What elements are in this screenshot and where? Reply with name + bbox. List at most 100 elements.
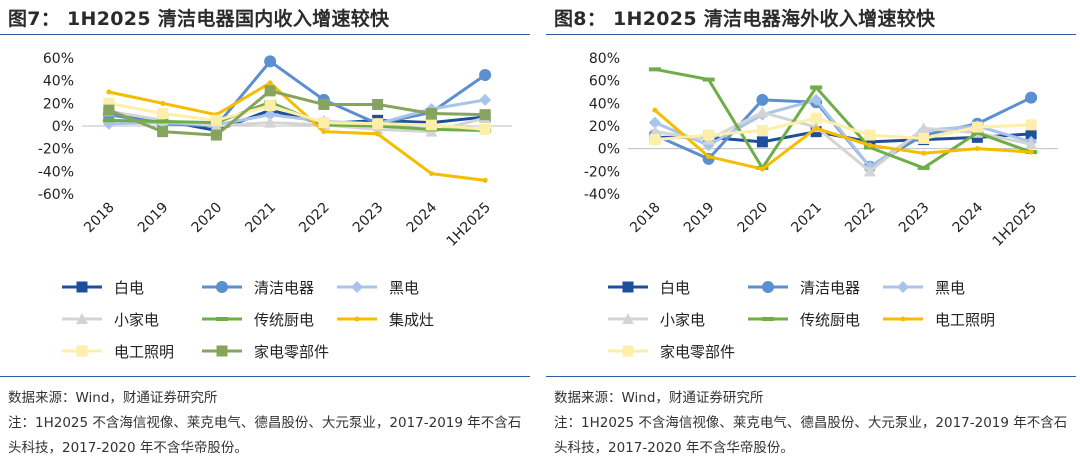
x-tick-label: 2021 xyxy=(788,200,825,237)
series-line xyxy=(654,98,1032,169)
data-point xyxy=(1025,128,1037,140)
data-point xyxy=(648,125,661,137)
data-point xyxy=(1025,91,1038,104)
data-point xyxy=(372,98,384,110)
legend-item: 家电零部件 xyxy=(606,337,735,365)
data-point xyxy=(264,85,276,97)
data-point xyxy=(810,112,822,124)
legend-marker xyxy=(622,313,634,324)
legend-label: 电工照明 xyxy=(114,342,175,361)
data-point xyxy=(863,165,876,177)
y-tick-label: -40% xyxy=(584,187,620,203)
legend-swatch xyxy=(202,317,242,321)
series-line xyxy=(108,101,486,131)
y-tick-label: 40% xyxy=(43,74,74,90)
legend-label: 小家电 xyxy=(660,310,706,329)
y-tick-label: -60% xyxy=(38,187,74,203)
data-point xyxy=(649,134,661,146)
data-point xyxy=(702,77,715,82)
line-chart-overseas: -40% -20% 0% 20% 40% 60% 80% 2018 2019 2020 2021 20… xyxy=(584,51,1058,250)
legend-marker xyxy=(900,316,906,322)
data-point xyxy=(372,118,384,130)
data-point xyxy=(864,129,876,141)
legend-swatch xyxy=(62,281,102,293)
legend-swatch xyxy=(608,345,648,357)
chart-title: 图7： 1H2025 清洁电器国内收入增速较快 xyxy=(8,8,390,30)
legend-marker xyxy=(762,281,774,293)
y-tick-label: 0% xyxy=(52,119,74,135)
data-point xyxy=(813,125,819,131)
legend-item: 黑电 xyxy=(335,273,419,301)
x-tick-label: 2020 xyxy=(189,200,226,237)
data-point xyxy=(810,85,823,90)
y-tick-label: -40% xyxy=(38,164,74,180)
data-point xyxy=(428,171,434,177)
legend-item: 小家电 xyxy=(606,305,705,333)
chart-note: 注：1H2025 不含海信视像、莱克电气、德昌股份、大元泵业，2017-2019… xyxy=(8,415,522,456)
legend-swatch xyxy=(337,316,377,322)
chart-panel-right: 图8： 1H2025 清洁电器海外收入增速较快 -40% -20% 0% 20% 40%… xyxy=(546,0,1080,462)
data-point xyxy=(321,129,327,135)
series-line xyxy=(653,108,1032,171)
data-point xyxy=(264,116,277,128)
x-tick-label: 1H2025 xyxy=(444,200,494,250)
legend-label: 传统厨电 xyxy=(800,310,861,329)
legend-label: 黑电 xyxy=(935,278,966,297)
y-tick-label: -20% xyxy=(584,164,620,180)
legend-label: 清洁电器 xyxy=(254,278,315,297)
data-point xyxy=(864,136,876,148)
data-point xyxy=(103,97,115,109)
data-point xyxy=(156,119,169,124)
legend-item: 传统厨电 xyxy=(200,305,314,333)
legend-marker xyxy=(622,345,634,357)
data-point xyxy=(1025,138,1038,150)
data-point xyxy=(160,100,166,106)
data-point xyxy=(971,121,983,133)
legend-label: 家电零部件 xyxy=(254,342,330,361)
legend-marker xyxy=(622,281,634,293)
x-tick-label: 2021 xyxy=(242,200,279,237)
legend-marker xyxy=(762,317,774,321)
legend-swatch xyxy=(883,281,923,293)
data-source: 数据来源：Wind，财通证券研究所 xyxy=(554,390,764,406)
series-6 xyxy=(649,112,1037,146)
chart-note: 注：1H2025 不含海信视像、莱克电气、德昌股份、大元泵业，2017-2019… xyxy=(554,415,1068,456)
legend-marker xyxy=(351,281,363,293)
legend-item: 电工照明 xyxy=(60,337,174,365)
line-chart-domestic: -60% -40% -20% 0% 20% 40% 60% 2018 2019 2020 2021 2… xyxy=(38,51,512,250)
legend-label: 清洁电器 xyxy=(800,278,861,297)
data-point xyxy=(917,122,930,134)
chart-panel-left: 图7： 1H2025 清洁电器国内收入增速较快 -60% -40% -20% 0% 20… xyxy=(0,0,534,462)
legend-swatch xyxy=(62,345,102,357)
data-point xyxy=(318,117,330,129)
data-point xyxy=(210,129,222,141)
legend-label: 集成灶 xyxy=(389,310,435,329)
legend-label: 白电 xyxy=(660,278,691,297)
data-point xyxy=(971,130,984,135)
legend-label: 白电 xyxy=(114,278,145,297)
data-point xyxy=(479,69,492,81)
data-point xyxy=(479,93,492,106)
legend-item: 电工照明 xyxy=(881,305,995,333)
footer-divider xyxy=(546,376,1076,377)
y-tick-label: 20% xyxy=(589,119,620,135)
data-point xyxy=(102,118,115,123)
data-point xyxy=(106,89,112,95)
legend-label: 电工照明 xyxy=(935,310,996,329)
data-point xyxy=(756,125,768,137)
y-tick-label: 60% xyxy=(589,74,620,90)
data-point xyxy=(648,116,661,129)
legend-swatch xyxy=(748,281,788,293)
x-tick-label: 2024 xyxy=(950,199,987,236)
legend-item: 集成灶 xyxy=(335,305,434,333)
legend-marker xyxy=(76,313,88,324)
data-point xyxy=(264,100,276,112)
x-tick-label: 2022 xyxy=(296,200,333,237)
x-tick-label: 2019 xyxy=(135,200,172,237)
y-tick-label: 60% xyxy=(43,51,74,67)
data-point xyxy=(917,165,930,170)
data-point xyxy=(479,109,491,121)
x-tick-label: 2019 xyxy=(681,200,718,237)
legend-marker xyxy=(216,345,228,357)
legend-marker xyxy=(216,281,228,293)
